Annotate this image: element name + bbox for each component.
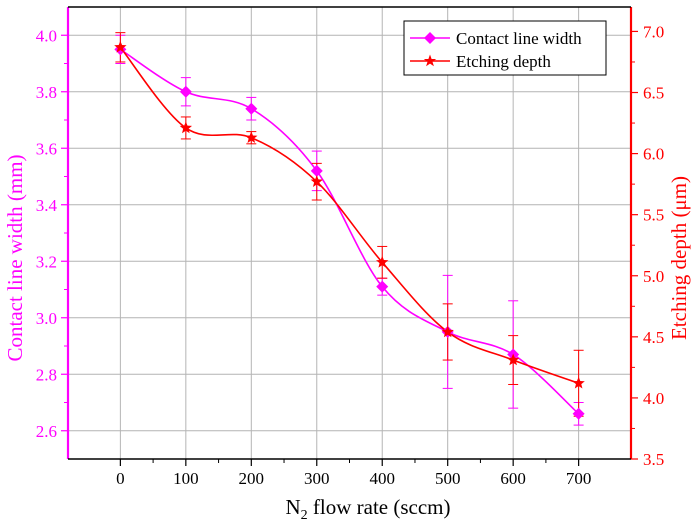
point-etching-depth <box>506 353 520 366</box>
legend-label-contact-width: Contact line width <box>456 29 582 48</box>
y-left-tick-label: 3.6 <box>36 139 57 158</box>
point-etching-depth <box>441 325 454 338</box>
y-right-tick-label: 5.5 <box>643 206 664 225</box>
point-contact-width <box>376 280 389 293</box>
grid <box>68 7 631 459</box>
y-right-tick-label: 6.5 <box>643 84 664 103</box>
curve-contact-width <box>119 48 580 415</box>
y-left-tick-label: 2.6 <box>36 422 57 441</box>
x-tick-label: 700 <box>566 469 592 488</box>
point-contact-width <box>572 407 585 420</box>
x-tick-label: 100 <box>173 469 199 488</box>
y-right-tick-label: 4.5 <box>643 328 664 347</box>
x-tick-label: 300 <box>304 469 330 488</box>
point-etching-depth <box>376 255 389 268</box>
point-contact-width <box>179 85 192 98</box>
point-etching-depth <box>179 121 193 134</box>
y-right-axis-title: Etching depth (μm) <box>667 176 691 340</box>
series-markers <box>114 40 585 420</box>
y-left-tick-label: 3.4 <box>36 196 58 215</box>
point-contact-width <box>310 164 323 177</box>
y-right-tick-label: 5.0 <box>643 267 664 286</box>
legend-label-etching-depth: Etching depth <box>456 52 551 71</box>
legend-marker-contact-width <box>424 32 436 44</box>
legend-marker-etching-depth <box>423 54 437 67</box>
legend-box <box>403 20 607 76</box>
x-axis-title-main: N <box>285 495 300 519</box>
x-axis-title-rest: flow rate (sccm) <box>308 495 451 519</box>
x-tick-label: 500 <box>435 469 461 488</box>
point-etching-depth <box>245 131 258 143</box>
y-right-tick-label: 6.0 <box>643 145 664 164</box>
y-right-tick-label: 7.0 <box>643 22 664 41</box>
y-left-tick-label: 3.2 <box>36 252 57 271</box>
y-left-tick-label: 3.8 <box>36 83 57 102</box>
x-axis-title-subscript: 2 <box>301 508 308 522</box>
x-tick-label: 0 <box>116 469 125 488</box>
y-left-axis-title: Contact line width (mm) <box>3 154 27 361</box>
y-left-tick-label: 4.0 <box>36 26 57 45</box>
curve-etching-depth <box>119 46 579 385</box>
x-axis-title: N2 flow rate (sccm) <box>285 495 450 522</box>
point-contact-width <box>245 102 258 115</box>
point-etching-depth <box>572 376 585 389</box>
y-right-tick-label: 4.0 <box>643 389 664 408</box>
point-etching-depth <box>310 175 323 187</box>
x-tick-label: 400 <box>369 469 395 488</box>
x-tick-label: 600 <box>500 469 526 488</box>
tick-labels: 0 100 200 300 400 500 600 700 2.6 2.8 3.0 3.2 3.4 3.6… <box>36 22 665 488</box>
axes <box>61 6 638 466</box>
x-tick-label: 200 <box>239 469 265 488</box>
legend: Contact line width Etching depth <box>403 20 607 76</box>
y-left-tick-label: 2.8 <box>36 365 57 384</box>
y-right-tick-label: 3.5 <box>643 450 664 469</box>
y-left-tick-label: 3.0 <box>36 309 57 328</box>
point-etching-depth <box>114 40 127 53</box>
